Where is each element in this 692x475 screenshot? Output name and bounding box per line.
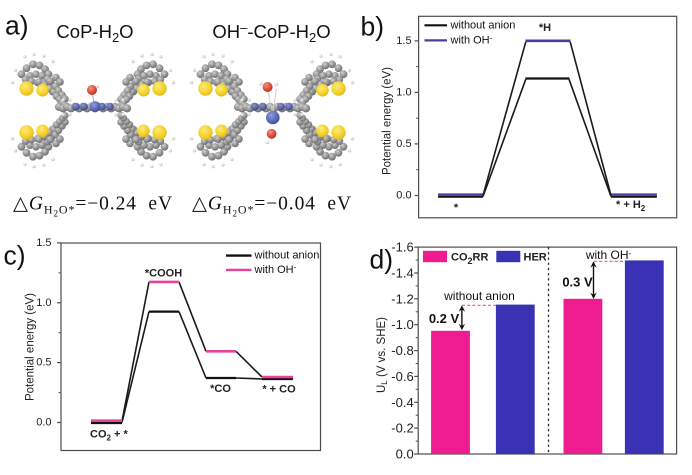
svg-text:1.0: 1.0 bbox=[36, 297, 51, 309]
svg-text:c): c) bbox=[4, 241, 26, 271]
svg-text:with OH-: with OH- bbox=[254, 262, 297, 276]
svg-text:-1.2: -1.2 bbox=[391, 291, 413, 306]
svg-text:-0.4: -0.4 bbox=[391, 395, 413, 410]
svg-text:-0.6: -0.6 bbox=[391, 369, 413, 384]
svg-text:0.0: 0.0 bbox=[396, 447, 414, 462]
svg-text:without anion: without anion bbox=[450, 19, 516, 31]
svg-text:Potential energy (eV): Potential energy (eV) bbox=[382, 67, 394, 175]
svg-text:△GH2O*=−0.24 eV: △GH2O*=−0.24 eV bbox=[13, 194, 173, 219]
svg-text:0.5: 0.5 bbox=[36, 357, 51, 369]
svg-text:-0.8: -0.8 bbox=[391, 343, 413, 358]
svg-text:without anion: without anion bbox=[443, 289, 515, 303]
svg-text:△GH2O*=−0.04 eV: △GH2O*=−0.04 eV bbox=[192, 194, 352, 219]
svg-text:0.2 V: 0.2 V bbox=[429, 311, 460, 326]
svg-text:CoP-H2O: CoP-H2O bbox=[56, 21, 133, 45]
svg-text:-1.6: -1.6 bbox=[391, 240, 413, 255]
svg-text:*H: *H bbox=[539, 22, 551, 34]
svg-text:1.0: 1.0 bbox=[396, 86, 411, 98]
svg-text:1.5: 1.5 bbox=[36, 237, 51, 249]
svg-text:*CO: *CO bbox=[210, 383, 231, 395]
svg-text:CO2 + *: CO2 + * bbox=[90, 429, 128, 443]
svg-text:-1.4: -1.4 bbox=[391, 266, 413, 281]
svg-text:0.5: 0.5 bbox=[396, 138, 411, 150]
svg-text:* + H2: * + H2 bbox=[616, 199, 646, 213]
svg-text:-0.2: -0.2 bbox=[391, 421, 413, 436]
svg-text:0.0: 0.0 bbox=[36, 417, 51, 429]
svg-text:without anion: without anion bbox=[254, 250, 320, 262]
svg-text:d): d) bbox=[370, 245, 394, 275]
svg-text:a): a) bbox=[5, 11, 29, 41]
svg-text:-1.0: -1.0 bbox=[391, 317, 413, 332]
svg-text:with OH-: with OH- bbox=[450, 33, 493, 47]
svg-text:*: * bbox=[454, 202, 459, 214]
svg-text:b): b) bbox=[361, 12, 385, 42]
svg-text:CO2RR: CO2RR bbox=[451, 251, 488, 266]
svg-text:HER: HER bbox=[524, 251, 547, 263]
svg-text:with OH-: with OH- bbox=[585, 248, 632, 262]
svg-text:*COOH: *COOH bbox=[145, 268, 182, 280]
svg-text:* + CO: * + CO bbox=[262, 384, 296, 396]
svg-text:0.3 V: 0.3 V bbox=[562, 275, 593, 290]
svg-text:UL (V vs. SHE): UL (V vs. SHE) bbox=[376, 317, 389, 393]
svg-text:Potential energy (eV): Potential energy (eV) bbox=[25, 293, 37, 401]
svg-text:0.0: 0.0 bbox=[396, 190, 411, 202]
svg-text:1.5: 1.5 bbox=[396, 35, 411, 47]
